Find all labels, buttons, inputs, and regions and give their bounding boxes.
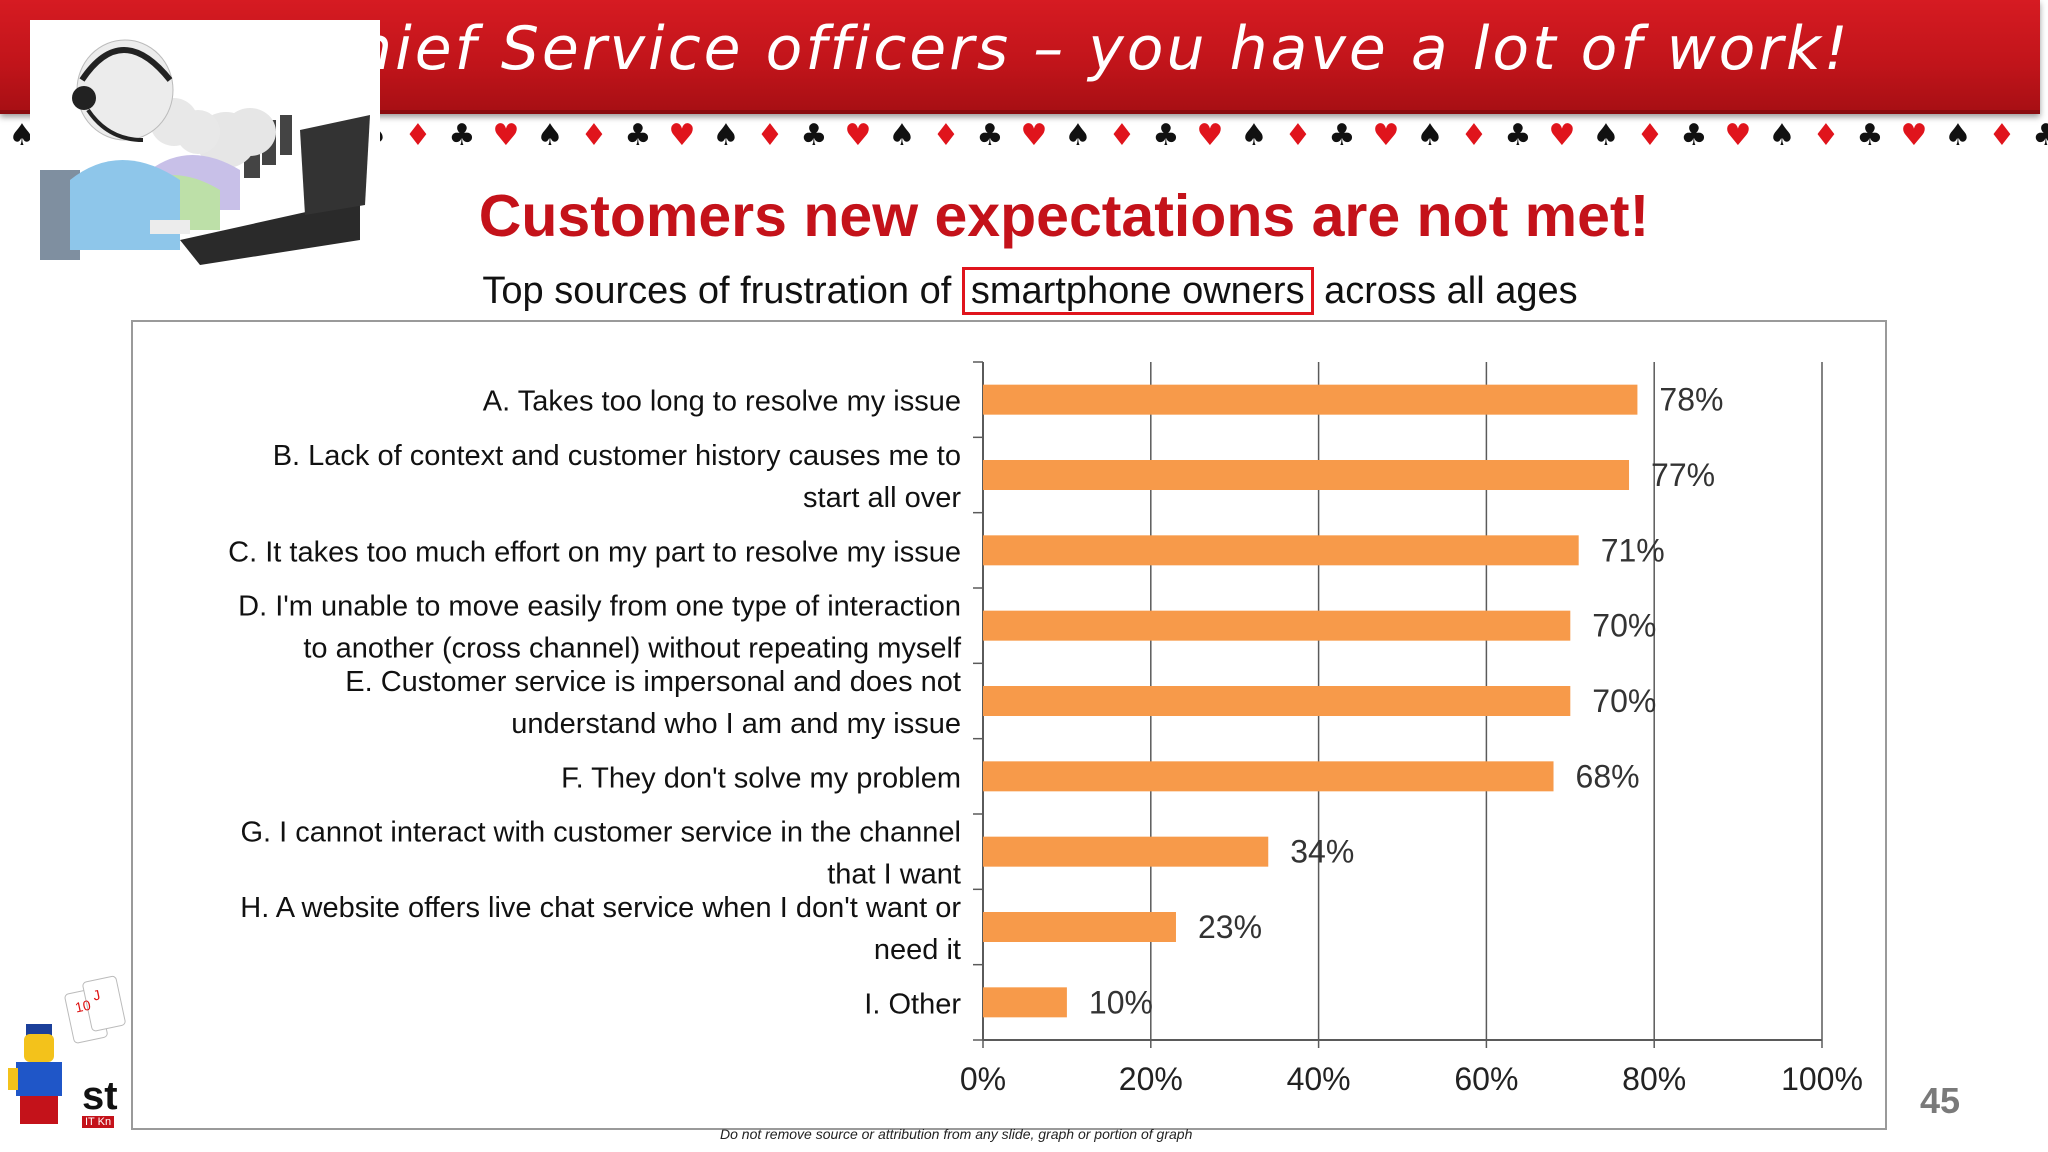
category-label: A. Takes too long to resolve my issue [483,386,961,418]
x-tick-label: 100% [1781,1061,1863,1097]
suit-icon: ♦ [1812,118,1840,153]
category-label: C. It takes too much effort on my part t… [228,536,961,568]
data-label: 70% [1592,683,1656,719]
suit-icon: ♠ [1064,118,1092,153]
suit-icon: ♣ [448,118,476,153]
category-label: E. Customer service is impersonal and do… [345,666,961,698]
suit-icon: ♥ [1372,118,1400,153]
bar [983,987,1067,1018]
bar [983,686,1571,716]
suit-icon: ♣ [1328,118,1356,153]
suit-icon: ♠ [1944,118,1972,153]
data-label: 71% [1601,532,1665,568]
x-tick-label: 0% [960,1061,1006,1097]
suit-icon: ♣ [1680,118,1708,153]
suit-icon: ♥ [668,118,696,153]
suit-icon: ♠ [1768,118,1796,153]
chart-frame: 0% 20% 40% 60% 80% 100% 78% A. Takes too long t… [131,320,1887,1130]
bar [983,761,1554,792]
suit-icon: ♦ [1460,118,1488,153]
logo-text: st [82,1074,118,1118]
suit-icon: ♣ [800,118,828,153]
category-label: need it [874,934,961,966]
suit-icon: ♠ [1416,118,1444,153]
svg-text:10: 10 [74,997,93,1016]
bar [983,836,1269,867]
suit-icon: ♦ [1108,118,1136,153]
slide-subtitle: Customers new expectations are not met! [478,183,1650,249]
suit-icon: ♥ [1196,118,1224,153]
attribution-footnote: Do not remove source or attribution from… [720,1126,1193,1142]
suit-icon: ♦ [1284,118,1312,153]
slide-title: Chief Service officers – you have a lot … [309,14,1851,84]
svg-text:J: J [91,986,101,1003]
x-tick-label: 60% [1454,1061,1518,1097]
category-label: F. They don't solve my problem [561,762,961,794]
data-label: 68% [1576,758,1640,794]
bar [983,610,1571,641]
main-agent [40,39,370,265]
suit-icon: ♠ [1240,118,1268,153]
call-center-clipart [30,20,380,270]
x-tick-label: 80% [1622,1061,1686,1097]
chart-heading-end: across all ages [1324,270,1578,312]
category-label: start all over [803,482,961,514]
x-tick-label: 20% [1119,1061,1183,1097]
bar [983,460,1630,490]
suit-icon: ♠ [888,118,916,153]
category-label: I. Other [864,988,961,1020]
chart-heading-highlight: smartphone owners [961,267,1314,315]
data-label: 78% [1659,382,1723,418]
suit-icon: ♣ [624,118,652,153]
suit-icon: ♥ [844,118,872,153]
category-label: understand who I am and my issue [511,708,961,740]
suit-icon: ♠ [712,118,740,153]
category-label: H. A website offers live chat service wh… [240,892,961,924]
suit-icon: ♥ [1548,118,1576,153]
suit-icon: ♦ [756,118,784,153]
data-label: 34% [1290,834,1354,870]
category-label: G. I cannot interact with customer servi… [240,817,961,849]
chart-heading-start: Top sources of frustration of [482,270,952,312]
data-label: 23% [1198,909,1262,945]
category-label: B. Lack of context and customer history … [273,440,961,472]
lego-figure-logo: 10 J [8,975,126,1124]
bar-chart: 0% 20% 40% 60% 80% 100% 78% A. Takes too long t… [228,361,1863,1097]
data-label: 70% [1592,608,1656,644]
data-label: 77% [1651,457,1715,493]
suit-icon: ♣ [976,118,1004,153]
logo-subtext: IT Kn [82,1116,115,1128]
suit-icon: ♠ [536,118,564,153]
suit-icon: ♦ [580,118,608,153]
suit-icon: ♣ [1856,118,1884,153]
bar [983,384,1638,415]
suit-icon: ♠ [1592,118,1620,153]
category-label: to another (cross channel) without repea… [303,633,962,665]
category-label: that I want [827,859,961,891]
suit-icon: ♦ [1636,118,1664,153]
suit-icon: ♦ [1988,118,2016,153]
suit-icon: ♣ [2032,118,2048,153]
bar [983,912,1176,942]
suit-icon: ♥ [1900,118,1928,153]
suit-icon: ♣ [1504,118,1532,153]
category-label: D. I'm unable to move easily from one ty… [238,591,961,623]
page-number: 45 [1920,1080,1961,1121]
chart-heading: Top sources of frustration of smartphone… [0,267,1800,315]
bar [983,535,1579,566]
suit-icon: ♦ [932,118,960,153]
x-tick-label: 40% [1287,1061,1351,1097]
data-label: 10% [1089,984,1153,1020]
suit-icon: ♣ [1152,118,1180,153]
suit-icon: ♥ [492,118,520,153]
suit-icon: ♥ [1020,118,1048,153]
suit-icon: ♦ [404,118,432,153]
suit-icon: ♥ [1724,118,1752,153]
